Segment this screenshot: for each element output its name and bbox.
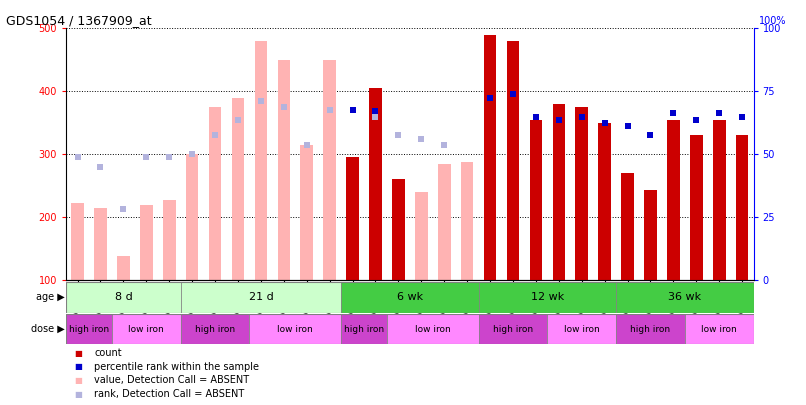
Bar [507,41,519,280]
Bar [621,173,634,280]
Bar [484,35,496,280]
Bar [479,282,616,313]
Bar [341,314,387,344]
Bar [186,154,198,280]
Bar [140,205,152,280]
Bar [112,314,181,344]
Text: ■: ■ [74,362,82,371]
Text: low iron: low iron [701,324,737,334]
Text: ■: ■ [74,390,82,399]
Text: 12 wk: 12 wk [530,292,564,303]
Bar [685,314,754,344]
Bar [479,314,547,344]
Bar [736,135,749,280]
Bar [277,60,290,280]
Bar [598,123,611,280]
Bar [667,119,679,280]
Bar [575,107,588,280]
Bar [552,104,565,280]
Bar [547,314,616,344]
Bar [301,145,313,280]
Text: ■: ■ [74,349,82,358]
Bar [392,179,405,280]
Bar [387,314,479,344]
Text: 21 d: 21 d [248,292,273,303]
Text: ■: ■ [74,376,82,385]
Bar [616,314,685,344]
Text: count: count [94,348,122,358]
Bar [163,200,176,280]
Bar [461,162,473,280]
Bar [415,192,428,280]
Bar [690,135,703,280]
Bar [341,282,479,313]
Bar [66,282,181,313]
Text: low iron: low iron [415,324,451,334]
Bar [369,110,382,280]
Bar [323,60,336,280]
Bar [347,158,359,280]
Bar [117,256,130,280]
Bar [181,282,341,313]
Text: high iron: high iron [69,324,109,334]
Bar [94,208,106,280]
Bar [66,314,112,344]
Text: high iron: high iron [195,324,235,334]
Bar [181,314,249,344]
Text: high iron: high iron [344,324,384,334]
Bar [71,203,84,280]
Bar [616,282,754,313]
Bar [231,98,244,280]
Text: high iron: high iron [493,324,533,334]
Text: 6 wk: 6 wk [397,292,423,303]
Text: 100%: 100% [759,15,787,26]
Text: 36 wk: 36 wk [668,292,701,303]
Bar [255,41,268,280]
Bar [438,164,451,280]
Bar [644,190,657,280]
Bar [249,314,341,344]
Text: percentile rank within the sample: percentile rank within the sample [94,362,260,372]
Text: dose ▶: dose ▶ [31,324,64,334]
Bar [530,119,542,280]
Text: 8 d: 8 d [114,292,132,303]
Text: high iron: high iron [630,324,671,334]
Text: age ▶: age ▶ [35,292,64,303]
Text: low iron: low iron [277,324,314,334]
Bar [369,88,382,280]
Bar [713,119,725,280]
Text: rank, Detection Call = ABSENT: rank, Detection Call = ABSENT [94,389,244,399]
Bar [209,107,222,280]
Text: low iron: low iron [564,324,600,334]
Text: low iron: low iron [128,324,164,334]
Text: GDS1054 / 1367909_at: GDS1054 / 1367909_at [6,14,152,27]
Text: value, Detection Call = ABSENT: value, Detection Call = ABSENT [94,375,249,386]
